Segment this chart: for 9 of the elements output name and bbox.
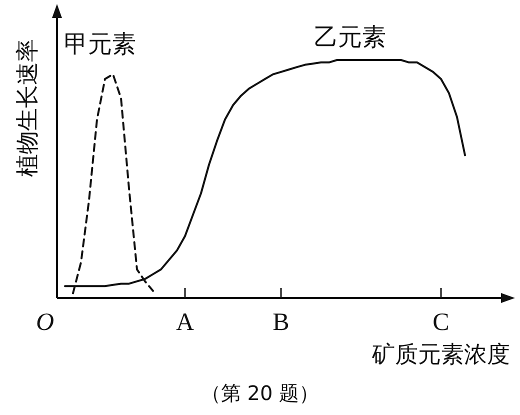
text: （第 20 题）: [200, 381, 320, 405]
x-tick-label: C: [432, 309, 450, 336]
x-axis-title: 矿质元素浓度: [371, 342, 510, 368]
x-tick-label: O: [36, 309, 54, 336]
x-tick-label: A: [176, 309, 194, 336]
legend-label: 甲元素: [64, 30, 136, 58]
series-label: 乙元素: [314, 23, 386, 51]
x-tick-label: B: [272, 309, 290, 336]
y-axis-title: 植物生长速率: [15, 39, 41, 177]
